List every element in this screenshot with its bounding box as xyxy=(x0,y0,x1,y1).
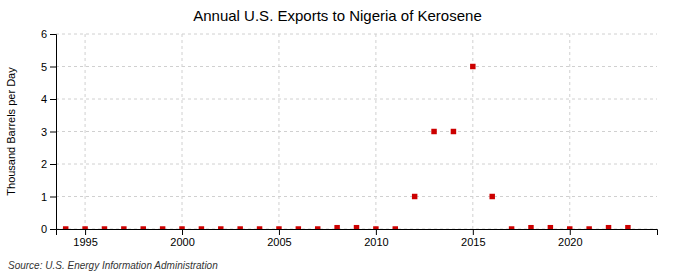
x-tick-mark xyxy=(182,229,183,235)
grid-line-y xyxy=(56,99,657,100)
x-tick-label: 2020 xyxy=(558,236,582,248)
point xyxy=(548,225,553,229)
point xyxy=(82,226,87,229)
y-tick-mark xyxy=(50,164,56,165)
y-tick-mark xyxy=(50,99,56,100)
y-tick: 4 xyxy=(41,93,56,105)
y-tick-label: 5 xyxy=(41,61,47,73)
point xyxy=(586,226,591,229)
chart-svg: 1995 2000 2005 2010 2015 2020 0 1 2 3 4 5 6 Annual U.… xyxy=(0,0,675,275)
point xyxy=(412,194,417,199)
x-tick: 2010 xyxy=(364,229,388,248)
x-tick: 2015 xyxy=(461,229,485,248)
grid-line-y xyxy=(56,131,657,132)
point xyxy=(373,226,378,229)
point xyxy=(276,226,281,229)
x-tick: 2000 xyxy=(170,229,194,248)
point xyxy=(567,226,572,229)
y-tick-label: 4 xyxy=(41,93,47,105)
x-tick-label: 2005 xyxy=(267,236,291,248)
point xyxy=(393,226,398,229)
y-axis: 0 1 2 3 4 5 6 xyxy=(41,28,57,235)
y-tick: 6 xyxy=(41,28,56,40)
y-tick-label: 0 xyxy=(41,223,47,235)
point xyxy=(121,226,126,229)
point xyxy=(63,226,68,229)
x-tick-label: 2000 xyxy=(170,236,194,248)
point xyxy=(451,129,456,134)
y-axis-title: Thousand Barrels per Day xyxy=(5,67,17,196)
y-tick-mark xyxy=(50,34,56,35)
y-tick-label: 3 xyxy=(41,126,47,138)
point xyxy=(509,226,514,229)
y-tick-mark xyxy=(50,229,56,230)
grid-line-y xyxy=(56,34,657,35)
y-tick: 5 xyxy=(41,61,56,73)
y-tick: 0 xyxy=(41,223,56,235)
y-tick: 1 xyxy=(41,191,56,203)
x-tick-mark xyxy=(376,229,377,235)
point xyxy=(296,226,301,229)
point xyxy=(179,226,184,229)
point xyxy=(199,226,204,229)
point xyxy=(141,226,146,229)
y-tick: 3 xyxy=(41,126,56,138)
point xyxy=(160,226,165,229)
y-tick: 2 xyxy=(41,158,56,170)
point xyxy=(470,64,475,69)
grid-line-y xyxy=(56,66,657,67)
x-axis-line xyxy=(57,230,658,236)
grid-line-x xyxy=(569,34,570,229)
plot-area: 1995 2000 2005 2010 2015 2020 0 1 2 3 4 5 6 xyxy=(41,28,658,248)
x-axis: 1995 2000 2005 2010 2015 2020 xyxy=(57,229,658,248)
point xyxy=(237,226,242,229)
title: Annual U.S. Exports to Nigeria of Kerose… xyxy=(193,7,482,24)
y-tick-mark xyxy=(50,197,56,198)
x-tick-label: 2010 xyxy=(364,236,388,248)
point xyxy=(102,226,107,229)
grid-line-y xyxy=(56,164,657,165)
point xyxy=(334,225,339,229)
x-tick-mark xyxy=(85,229,86,235)
x-tick-label: 1995 xyxy=(73,236,97,248)
y-tick-label: 2 xyxy=(41,158,47,170)
y-axis-line xyxy=(50,35,57,230)
point xyxy=(431,129,436,134)
x-tick: 2020 xyxy=(558,229,582,248)
point xyxy=(606,225,611,229)
point xyxy=(315,226,320,229)
point xyxy=(257,226,262,229)
source-note: Source: U.S. Energy Information Administ… xyxy=(8,260,218,271)
grid xyxy=(56,34,657,229)
x-tick: 2005 xyxy=(267,229,291,248)
point xyxy=(218,226,223,229)
point xyxy=(354,225,359,229)
grid-line-y xyxy=(56,196,657,197)
points xyxy=(63,64,631,229)
y-tick-mark xyxy=(50,132,56,133)
y-tick-label: 1 xyxy=(41,191,47,203)
point xyxy=(489,194,494,199)
x-tick-mark xyxy=(279,229,280,235)
x-tick-mark xyxy=(570,229,571,235)
x-tick: 1995 xyxy=(73,229,97,248)
y-tick-mark xyxy=(50,67,56,68)
point xyxy=(528,225,533,229)
chart-container: 1995 2000 2005 2010 2015 2020 0 1 2 3 4 5 6 Annual U.… xyxy=(0,0,675,275)
x-tick-label: 2015 xyxy=(461,236,485,248)
x-tick-mark xyxy=(473,229,474,235)
grid-line-x xyxy=(85,34,86,229)
y-tick-label: 6 xyxy=(41,28,47,40)
point xyxy=(625,225,630,229)
